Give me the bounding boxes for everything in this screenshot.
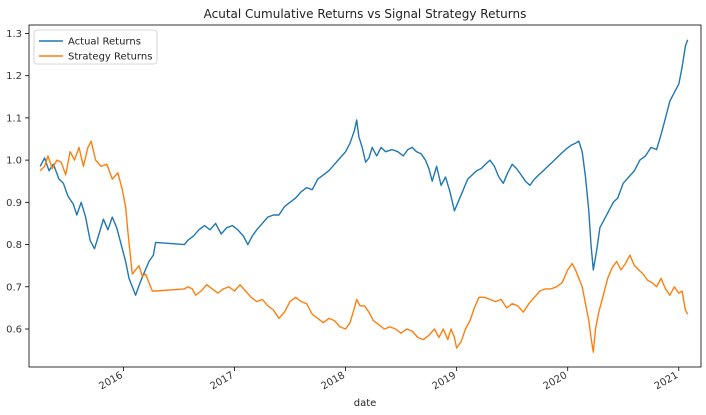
- x-tick-label-3: 2019: [431, 370, 459, 392]
- x-tick-label-1: 2017: [208, 370, 236, 392]
- y-tick-label-0: 0.6: [6, 325, 22, 336]
- legend: Actual Returns Strategy Returns: [33, 29, 158, 65]
- plot-area: [28, 24, 702, 368]
- x-axis-title: date: [354, 398, 377, 409]
- series-line-strategy-returns: [39, 140, 689, 353]
- series-line-actual-returns: [39, 39, 689, 296]
- x-tick-label-4: 2020: [542, 370, 570, 392]
- chart-title: Acutal Cumulative Returns vs Signal Stra…: [204, 7, 527, 21]
- x-tick-label-2: 2018: [320, 370, 348, 392]
- legend-label-1: Strategy Returns: [68, 52, 152, 63]
- series-layer: [39, 39, 689, 353]
- legend-box: [33, 29, 158, 65]
- y-tick-label-1: 0.7: [6, 282, 22, 293]
- y-tick-label-3: 0.9: [6, 198, 22, 209]
- y-tick-label-7: 1.3: [6, 29, 22, 40]
- y-tick-label-2: 0.8: [6, 240, 22, 251]
- x-tick-label-0: 2016: [97, 370, 125, 392]
- y-tick-label-6: 1.2: [6, 71, 22, 82]
- x-tick-label-5: 2021: [653, 370, 681, 392]
- legend-label-0: Actual Returns: [68, 37, 141, 48]
- y-tick-label-4: 1.0: [6, 156, 22, 167]
- x-axis: 2016 2017 2018 2019 2020 2021: [97, 367, 680, 392]
- y-tick-label-5: 1.1: [6, 113, 22, 124]
- y-axis: 0.6 0.7 0.8 0.9 1.0 1.1 1.2 1.3: [6, 29, 29, 336]
